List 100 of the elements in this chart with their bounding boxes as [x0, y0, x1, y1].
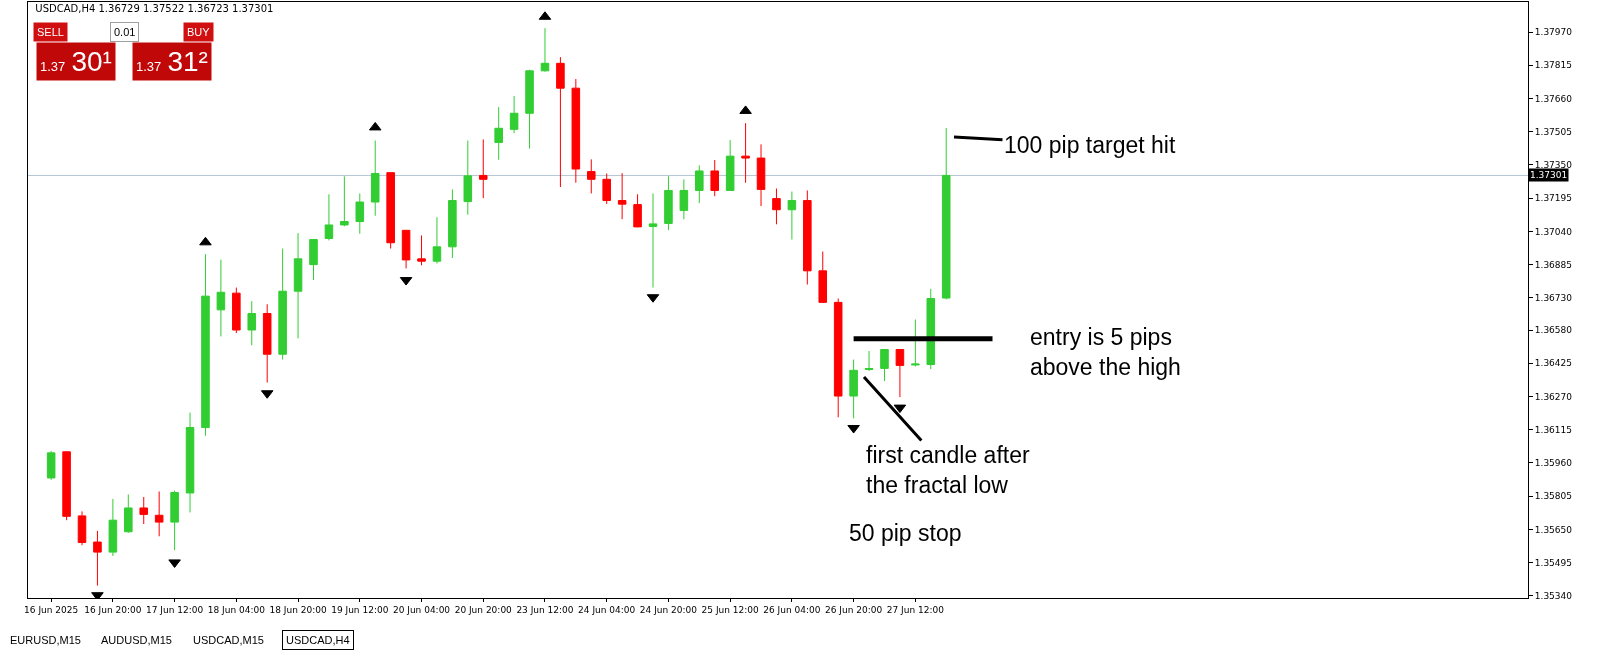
candlestick [185, 412, 195, 513]
candlestick [62, 451, 71, 521]
candlestick [602, 173, 611, 205]
candlestick [448, 188, 457, 259]
candlestick [293, 232, 303, 339]
y-tick-label: 1.37970 [1534, 27, 1573, 38]
annotation: 1.37 30¹ [40, 46, 112, 77]
candlestick [818, 251, 828, 304]
y-tick-label: 1.35495 [1534, 557, 1573, 568]
y-tick-label: 1.37195 [1534, 193, 1573, 204]
candlestick [432, 216, 442, 265]
x-tick-label: 18 Jun 04:00 [207, 604, 266, 615]
candlestick [803, 189, 812, 286]
ref-line-label: 1.37301 [1530, 170, 1568, 180]
point [368, 121, 382, 131]
y-tick-label: 1.36425 [1534, 358, 1573, 369]
y-tick-label: 1.36115 [1534, 424, 1573, 435]
candlestick [710, 159, 720, 197]
annotation: 0.01 [114, 26, 136, 38]
candlestick [895, 349, 905, 398]
candlestick [509, 95, 519, 134]
candlestick [540, 27, 550, 73]
y-tick-label: 1.37350 [1534, 160, 1573, 171]
candlestick [355, 192, 365, 235]
text: USDCAD,H4 [286, 634, 350, 646]
candlestick [664, 175, 673, 231]
annotation: 100 pip target hit [1004, 132, 1176, 158]
y-tick-label: 1.35960 [1534, 458, 1573, 469]
candlestick [679, 178, 689, 220]
annotation: 1.37 31² [136, 46, 208, 77]
text: EURUSD,M15 [10, 634, 81, 646]
point [199, 236, 212, 246]
candlestick [386, 172, 395, 250]
x-tick-label: 27 Jun 12:00 [886, 604, 945, 615]
candlestick [77, 510, 87, 546]
candlestick [787, 191, 797, 241]
candlestick [586, 158, 596, 194]
x-tick-label: 25 Jun 12:00 [701, 604, 760, 615]
candlestick [695, 164, 704, 204]
x-tick-label: 24 Jun 04:00 [578, 604, 636, 615]
candlestick [756, 143, 766, 207]
y-tick-label: 1.35340 [1534, 591, 1573, 602]
candlestick [46, 450, 56, 481]
candlestick [170, 490, 179, 551]
y-tick-label: 1.37660 [1534, 93, 1573, 104]
x-tick-label: 20 Jun 20:00 [454, 604, 513, 615]
candlestick [201, 253, 210, 437]
chart-title: USDCAD,H4 1.36729 1.37522 1.36723 1.37301 [35, 2, 274, 14]
y-tick-label: 1.36580 [1534, 325, 1573, 336]
y-tick-label: 1.37040 [1534, 226, 1573, 237]
candlestick [617, 172, 627, 220]
x-tick-label: 23 Jun 12:00 [516, 604, 574, 615]
annotation: BUY [187, 26, 211, 38]
x-tick-label: 26 Jun 20:00 [825, 604, 883, 615]
x-tick-label: 20 Jun 04:00 [392, 604, 451, 615]
y-tick-label: 1.35805 [1534, 491, 1573, 502]
candlestick [247, 300, 257, 346]
candlestick [494, 106, 503, 161]
candlestick [648, 192, 658, 289]
candlestick [772, 188, 781, 225]
candlestick [525, 69, 534, 150]
candlestick [232, 287, 241, 334]
candlestick [833, 298, 843, 418]
y-tick-label: 1.36730 [1534, 293, 1573, 304]
y-tick-label: 1.36885 [1534, 259, 1573, 270]
candlestick [941, 127, 951, 300]
candlestick [633, 193, 642, 228]
x-tick-label: 26 Jun 04:00 [763, 604, 821, 615]
candlestick [556, 56, 565, 188]
candlestick [278, 248, 287, 361]
x-tick-label: 16 Jun 20:00 [84, 604, 142, 615]
candlestick [93, 530, 102, 587]
candlestick [370, 139, 380, 217]
candlestick [741, 122, 750, 184]
candlestick [849, 359, 858, 419]
candlestick [880, 349, 889, 382]
point [893, 404, 907, 414]
x-tick-label: 17 Jun 12:00 [146, 604, 204, 615]
annotation: first candle after the fractal low [866, 442, 1030, 498]
candlestick [478, 138, 488, 199]
candlestick [571, 78, 581, 184]
annotation: SELL [37, 26, 64, 38]
candlestick [463, 139, 473, 216]
candlestick [926, 288, 936, 370]
annotation: entry is 5 pips above the high [1030, 324, 1181, 380]
text: USDCAD,M15 [193, 634, 264, 646]
candlestick [864, 350, 874, 372]
candlestick [154, 490, 164, 537]
candlestick [124, 493, 133, 534]
annotation: 50 pip stop [849, 520, 962, 546]
candlestick [911, 319, 920, 367]
x-tick-label: 24 Jun 20:00 [639, 604, 698, 615]
x-tick-label: 19 Jun 12:00 [331, 604, 389, 615]
y-tick-label: 1.36270 [1534, 391, 1573, 402]
candlestick [139, 496, 149, 525]
candlestick [309, 239, 318, 281]
point [847, 424, 860, 434]
y-tick-label: 1.37505 [1534, 126, 1573, 137]
candlestick [108, 498, 118, 557]
y-tick-label: 1.37815 [1534, 60, 1573, 71]
